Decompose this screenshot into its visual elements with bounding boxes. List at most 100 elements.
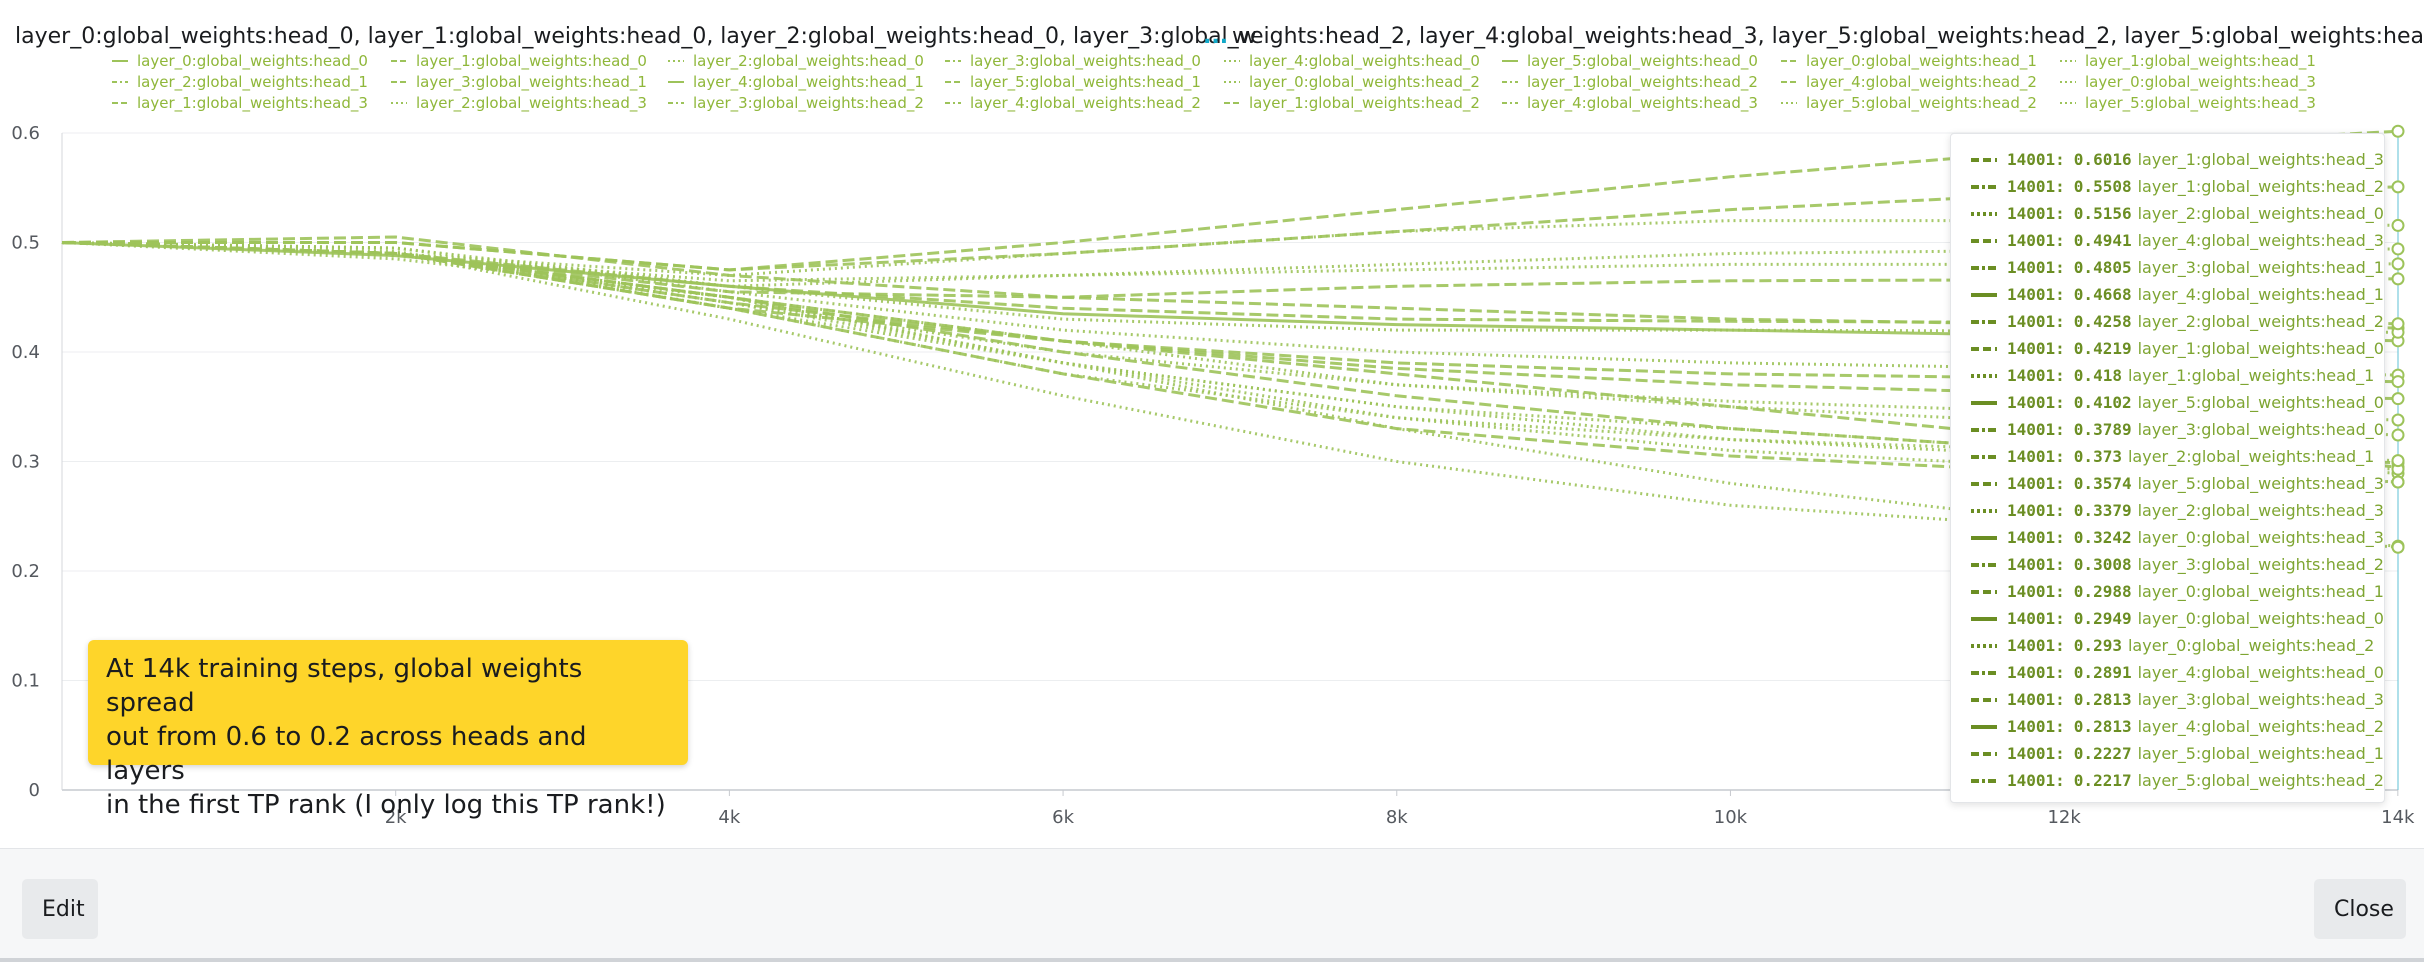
tooltip-swatch	[1971, 292, 1997, 297]
tooltip-step: 14001:	[2007, 312, 2065, 331]
tooltip-swatch	[1971, 400, 1997, 405]
legend-label: layer_5:global_weights:head_3	[2085, 94, 2316, 113]
tooltip-series-name: layer_4:global_weights:head_3	[2137, 231, 2384, 250]
tooltip-step: 14001:	[2007, 555, 2065, 574]
series-end-marker	[2391, 540, 2405, 554]
tooltip-value: 0.2813	[2073, 717, 2132, 736]
tooltip-series-name: layer_4:global_weights:head_1	[2137, 285, 2384, 304]
annotation-line: in the first TP rank (I only log this TP…	[106, 790, 666, 820]
legend-label: layer_5:global_weights:head_0	[1527, 52, 1758, 71]
tooltip-step: 14001:	[2007, 501, 2065, 520]
annotation-line: out from 0.6 to 0.2 across heads and lay…	[106, 722, 587, 786]
tooltip-series-name: layer_2:global_weights:head_3	[2137, 501, 2384, 520]
tooltip-row: 14001: 0.2949 layer_0:global_weights:head_…	[1951, 605, 2384, 632]
tooltip-value: 0.418	[2073, 366, 2122, 385]
legend-label: layer_4:global_weights:head_2	[1806, 73, 2037, 92]
x-tick-label: 12k	[2047, 807, 2081, 828]
tooltip-series-name: layer_1:global_weights:head_0	[2137, 339, 2384, 358]
tooltip-series-name: layer_0:global_weights:head_3	[2137, 528, 2384, 547]
tooltip-series-name: layer_2:global_weights:head_0	[2137, 204, 2384, 223]
series-end-marker	[2391, 413, 2405, 427]
legend-label: layer_2:global_weights:head_1	[137, 73, 368, 92]
tooltip-series-name: layer_2:global_weights:head_2	[2137, 312, 2384, 331]
tooltip-series-name: layer_0:global_weights:head_1	[2137, 582, 2384, 601]
y-tick-label: 0.1	[11, 671, 40, 692]
tooltip-step: 14001:	[2007, 771, 2065, 790]
tooltip-value: 0.4805	[2073, 258, 2132, 277]
series-end-marker	[2391, 428, 2405, 442]
tooltip-swatch	[1971, 319, 1997, 324]
tooltip-swatch	[1971, 535, 1997, 540]
x-tick-label: 6k	[1052, 807, 1074, 828]
legend-label: layer_2:global_weights:head_3	[416, 94, 647, 113]
legend-label: layer_4:global_weights:head_1	[693, 73, 924, 92]
series-line	[61, 241, 2399, 288]
tooltip-step: 14001:	[2007, 447, 2065, 466]
tooltip-row: 14001: 0.4258 layer_2:global_weights:head_…	[1951, 308, 2384, 335]
close-button[interactable]: Close	[2314, 879, 2406, 939]
tooltip-swatch	[1971, 346, 1997, 351]
tooltip-value: 0.4102	[2073, 393, 2132, 412]
legend-label: layer_1:global_weights:head_3	[137, 94, 368, 113]
tooltip-value: 0.4668	[2073, 285, 2132, 304]
tooltip-swatch	[1971, 427, 1997, 432]
y-tick-label: 0.4	[11, 342, 40, 363]
tooltip-value: 0.4258	[2073, 312, 2132, 331]
tooltip-row: 14001: 0.3789 layer_3:global_weights:head_…	[1951, 416, 2384, 443]
tooltip-swatch	[1971, 697, 1997, 702]
legend-label: layer_4:global_weights:head_2	[970, 94, 1201, 113]
tooltip-row: 14001: 0.4668 layer_4:global_weights:head_…	[1951, 281, 2384, 308]
tooltip-row: 14001: 0.4219 layer_1:global_weights:head_…	[1951, 335, 2384, 362]
tooltip-row: 14001: 0.2227 layer_5:global_weights:head_…	[1951, 740, 2384, 767]
legend-label: layer_0:global_weights:head_3	[2085, 73, 2316, 92]
tooltip-row: 14001: 0.2813 layer_4:global_weights:head_…	[1951, 713, 2384, 740]
series-end-marker	[2391, 375, 2405, 389]
x-tick-label: 10k	[1714, 807, 1748, 828]
tooltip-swatch	[1971, 265, 1997, 270]
tooltip-step: 14001:	[2007, 177, 2065, 196]
tooltip-value: 0.2988	[2073, 582, 2132, 601]
tooltip-step: 14001:	[2007, 285, 2065, 304]
tooltip-value: 0.5508	[2073, 177, 2132, 196]
tooltip-row: 14001: 0.2891 layer_4:global_weights:head_…	[1951, 659, 2384, 686]
legend-label: layer_3:global_weights:head_0	[970, 52, 1201, 71]
chart-title-left: layer_0:global_weights:head_0, layer_1:g…	[15, 24, 1257, 49]
tooltip-step: 14001:	[2007, 258, 2065, 277]
legend-label: layer_3:global_weights:head_2	[693, 94, 924, 113]
tooltip-step: 14001:	[2007, 339, 2065, 358]
legend-label: layer_5:global_weights:head_1	[970, 73, 1201, 92]
tooltip-value: 0.6016	[2073, 150, 2132, 169]
chart-end-markers	[2391, 124, 2405, 554]
tooltip-value: 0.2949	[2073, 609, 2132, 628]
tooltip-step: 14001:	[2007, 528, 2065, 547]
tooltip-series-name: layer_0:global_weights:head_0	[2137, 609, 2384, 628]
tooltip-value: 0.3574	[2073, 474, 2132, 493]
tooltip-swatch	[1971, 238, 1997, 243]
tooltip-row: 14001: 0.4805 layer_3:global_weights:head_…	[1951, 254, 2384, 281]
tooltip-series-name: layer_3:global_weights:head_2	[2137, 555, 2384, 574]
tooltip-swatch	[1971, 211, 1997, 216]
tooltip-step: 14001:	[2007, 690, 2065, 709]
tooltip-step: 14001:	[2007, 474, 2065, 493]
tooltip-series-name: layer_3:global_weights:head_3	[2137, 690, 2384, 709]
tooltip-step: 14001:	[2007, 204, 2065, 223]
tooltip-row: 14001: 0.5156 layer_2:global_weights:head_…	[1951, 200, 2384, 227]
tooltip-row: 14001: 0.3379 layer_2:global_weights:head_…	[1951, 497, 2384, 524]
tooltip-step: 14001:	[2007, 582, 2065, 601]
tooltip-row: 14001: 0.5508 layer_1:global_weights:head_…	[1951, 173, 2384, 200]
x-tick-label: 8k	[1386, 807, 1408, 828]
tooltip-step: 14001:	[2007, 393, 2065, 412]
tooltip-swatch	[1971, 373, 1997, 378]
tooltip-swatch	[1971, 778, 1997, 783]
legend-label: layer_5:global_weights:head_2	[1806, 94, 2037, 113]
edit-button[interactable]: Edit	[22, 879, 98, 939]
annotation-line: At 14k training steps, global weights sp…	[106, 654, 583, 718]
tooltip-value: 0.2227	[2073, 744, 2132, 763]
tooltip-series-name: layer_2:global_weights:head_1	[2127, 447, 2375, 466]
tooltip-swatch	[1971, 481, 1997, 486]
tooltip-value: 0.3789	[2073, 420, 2132, 439]
series-end-marker	[2391, 124, 2405, 138]
tooltip-swatch	[1971, 616, 1997, 621]
tooltip-swatch	[1971, 589, 1997, 594]
tooltip-value: 0.5156	[2073, 204, 2132, 223]
